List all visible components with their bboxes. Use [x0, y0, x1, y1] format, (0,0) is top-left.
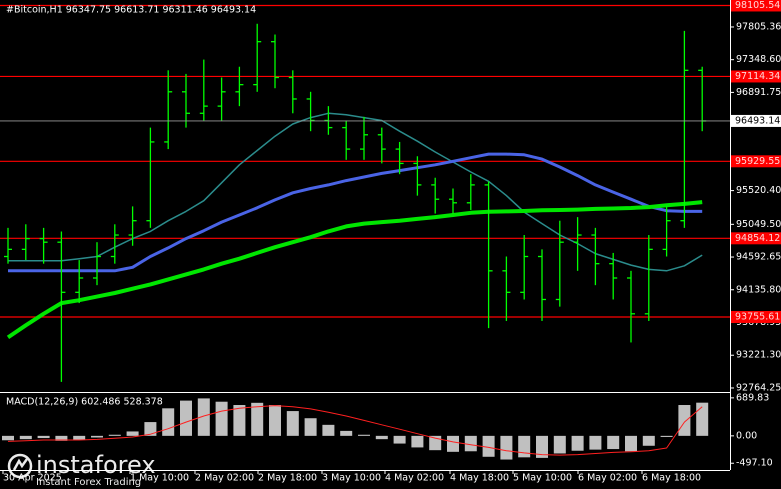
level-tag [731, 232, 781, 245]
watermark-tagline: Instant Forex Trading [36, 477, 141, 488]
macd-bar [660, 435, 673, 437]
macd-bar [482, 435, 495, 457]
macd-bar [678, 405, 691, 436]
logo-mark [12, 458, 29, 471]
level-tag [731, 0, 781, 12]
macd-bar [108, 434, 121, 436]
macd-bar [251, 402, 264, 436]
macd-bar [233, 405, 246, 436]
macd-bar [322, 424, 335, 436]
macd-bar [340, 430, 353, 436]
x-tick-label: 1 May 10:00 [130, 473, 189, 484]
y-tick-label: 689.83 [736, 392, 769, 403]
x-tick-label: 6 May 02:00 [578, 473, 637, 484]
x-tick-label: 5 May 10:00 [513, 473, 572, 484]
y-tick-label: 94135.80 [736, 284, 781, 295]
moving-average [6, 200, 703, 340]
macd-bar [19, 435, 32, 440]
macd-bar [304, 418, 317, 436]
level-tag [731, 70, 781, 83]
x-tick-label: 6 May 18:00 [642, 473, 701, 484]
macd-bar [37, 435, 50, 439]
macd-bar [642, 435, 655, 446]
macd-bar [429, 435, 442, 451]
macd-bar [553, 435, 566, 454]
current-price-label: 96493.14 [735, 115, 780, 126]
y-tick-label: 95520.40 [736, 185, 781, 196]
level-label: 97114.34 [735, 71, 780, 82]
y-tick-label: 96891.75 [736, 87, 781, 98]
macd-bar [696, 402, 709, 436]
macd-bar [144, 422, 157, 436]
x-tick-label: 4 May 02:00 [385, 473, 444, 484]
watermark-brand: instaforex [36, 451, 156, 479]
y-tick-label: 97805.36 [736, 21, 781, 32]
price-panel: 92764.2593221.3093678.9594135.8094592.65… [0, 0, 781, 393]
logo-ring [7, 453, 33, 479]
macd-bar [180, 400, 192, 436]
moving-average [8, 152, 703, 273]
macd-bar [411, 435, 424, 448]
y-tick-label: 92764.25 [736, 382, 781, 393]
macd-bar [607, 435, 620, 450]
level-label: 93755.61 [735, 311, 780, 322]
macd-bar [536, 435, 548, 458]
macd-signal [7, 405, 703, 456]
x-tick-label: 4 May 18:00 [450, 473, 509, 484]
level-label: 95929.55 [735, 156, 780, 167]
macd-title: MACD(12,26,9) 602.486 528.378 [6, 397, 163, 408]
macd-bar [375, 435, 388, 440]
level-label: 98105.54 [735, 0, 780, 11]
y-tick-label: 94592.65 [736, 252, 781, 263]
level-tag [731, 155, 781, 168]
x-tick-label: 2 May 18:00 [258, 473, 317, 484]
y-tick-label: 0.00 [736, 430, 757, 441]
macd-bar [589, 435, 602, 450]
macd-bar [358, 434, 370, 436]
chart-title: #Bitcoin,H1 96347.75 96613.71 96311.46 9… [6, 5, 256, 16]
macd-bar [126, 431, 139, 436]
watermark: instaforex Instant Forex Trading [7, 451, 156, 488]
x-tick-label: 3 May 10:00 [322, 473, 381, 484]
y-tick-label: 97348.60 [736, 54, 781, 65]
macd-bar [162, 408, 175, 436]
current-price-tag [731, 114, 781, 127]
macd-bar [393, 435, 406, 444]
macd-bar [286, 411, 299, 436]
x-tick-label: 30 Apr 2025 [3, 473, 62, 484]
macd-bar [55, 435, 68, 441]
macd-bar [500, 435, 513, 460]
macd-bar [197, 398, 210, 436]
x-tick-label: 2 May 02:00 [195, 473, 254, 484]
y-tick-label: 93221.30 [736, 350, 781, 361]
macd-bar [518, 435, 531, 458]
macd-bar [73, 435, 86, 440]
y-tick-label: 95049.50 [736, 219, 781, 230]
moving-average [8, 112, 703, 272]
time-axis: 30 Apr 2025 1 May 10:00 2 May 02:00 2 May 1… [2, 470, 701, 484]
y-tick-label: -497.10 [736, 458, 773, 469]
level-label: 94854.12 [735, 233, 780, 244]
macd-bar [2, 435, 14, 441]
macd-bar [464, 435, 477, 452]
macd-bar [571, 435, 584, 451]
macd-panel: 689.83 0.00 -497.10 [2, 392, 773, 469]
macd-bar [269, 405, 281, 436]
macd-bar [625, 435, 637, 452]
macd-bar [91, 435, 103, 438]
macd-bar [215, 401, 228, 436]
level-tag [731, 310, 781, 323]
macd-bar [447, 435, 459, 452]
